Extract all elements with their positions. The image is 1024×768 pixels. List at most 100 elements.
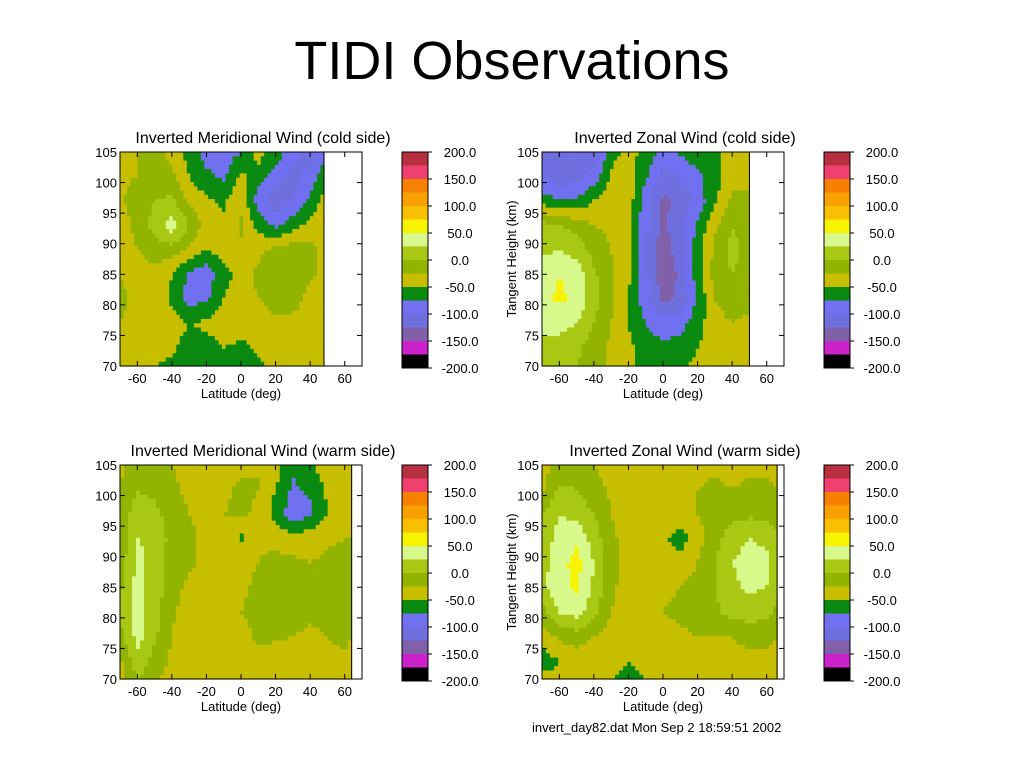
field-cell	[120, 190, 125, 196]
field-cell	[642, 306, 647, 311]
field-cell	[313, 318, 318, 324]
field-cell	[211, 164, 216, 170]
field-cell	[225, 288, 230, 294]
field-cell	[545, 276, 550, 281]
field-cell	[570, 327, 575, 333]
field-cell	[200, 267, 206, 273]
field-cell	[313, 314, 318, 320]
field-cell	[545, 241, 550, 247]
field-cell	[306, 156, 311, 162]
field-cell	[218, 353, 223, 359]
field-cell	[299, 288, 304, 294]
field-cell	[176, 250, 181, 256]
field-cell	[574, 301, 579, 307]
field-cell	[584, 263, 590, 269]
field-cell	[229, 259, 234, 264]
field-cell	[316, 263, 322, 269]
field-cell	[151, 263, 156, 269]
field-cell	[292, 271, 297, 277]
field-cell	[602, 156, 607, 162]
field-cell	[130, 293, 135, 299]
field-cell	[165, 263, 170, 269]
field-cell	[292, 344, 297, 350]
field-cell	[137, 323, 142, 329]
field-cell	[253, 194, 258, 200]
field-cell	[130, 284, 135, 290]
field-cell	[197, 271, 202, 277]
field-cell	[274, 169, 279, 174]
field-cell	[204, 229, 209, 234]
field-cell	[243, 177, 248, 183]
field-cell	[281, 310, 286, 316]
field-cell	[186, 220, 191, 226]
field-cell	[229, 181, 234, 187]
field-cell	[620, 241, 625, 247]
field-cell	[313, 323, 318, 329]
field-cell	[613, 301, 618, 307]
field-cell	[162, 280, 167, 286]
field-cell	[193, 340, 198, 346]
field-cell	[620, 280, 625, 286]
colorbar-swatch	[402, 152, 428, 166]
field-cell	[281, 207, 286, 213]
field-cell	[190, 181, 195, 187]
field-cell	[285, 220, 290, 226]
field-cell	[232, 160, 237, 166]
field-cell	[243, 297, 248, 303]
field-cell	[179, 310, 184, 316]
field-cell	[627, 327, 633, 333]
field-cell	[253, 357, 258, 363]
field-cell	[567, 336, 572, 341]
field-cell	[288, 331, 293, 337]
field-cell	[638, 241, 643, 247]
field-cell	[200, 263, 206, 269]
field-cell	[545, 271, 550, 277]
field-cell	[631, 348, 636, 354]
field-cell	[246, 233, 251, 239]
field-cell	[141, 314, 146, 320]
field-cell	[631, 169, 636, 174]
field-cell	[584, 156, 590, 162]
field-cell	[197, 297, 202, 303]
field-cell	[243, 156, 248, 162]
field-cell	[656, 318, 661, 324]
field-cell	[549, 267, 554, 273]
field-cell	[309, 297, 315, 303]
field-cell	[542, 340, 547, 346]
field-cell	[570, 186, 575, 192]
field-cell	[141, 250, 146, 256]
field-cell	[274, 186, 279, 192]
field-cell	[570, 288, 575, 294]
field-cell	[549, 314, 554, 320]
field-cell	[186, 267, 191, 273]
field-cell	[257, 203, 262, 209]
field-cell	[123, 348, 128, 354]
field-cell	[617, 314, 622, 320]
field-cell	[267, 318, 272, 324]
field-cell	[229, 237, 234, 243]
field-cell	[667, 293, 672, 299]
field-cell	[250, 173, 255, 179]
field-cell	[218, 160, 223, 166]
field-cell	[264, 190, 269, 196]
field-cell	[642, 190, 647, 196]
field-cell	[197, 220, 202, 226]
field-cell	[663, 284, 668, 290]
field-cell	[660, 181, 665, 187]
field-cell	[197, 152, 202, 157]
field-cell	[609, 203, 615, 209]
field-cell	[663, 181, 668, 187]
field-cell	[123, 241, 128, 247]
field-cell	[123, 254, 128, 260]
field-cell	[179, 194, 184, 200]
field-cell	[663, 336, 668, 341]
field-cell	[563, 318, 568, 324]
field-cell	[183, 306, 188, 311]
field-cell	[581, 194, 586, 200]
field-cell	[620, 340, 625, 346]
field-cell	[638, 293, 643, 299]
field-cell	[190, 156, 195, 162]
field-cell	[250, 199, 255, 204]
field-cell	[264, 186, 269, 192]
field-cell	[229, 280, 234, 286]
